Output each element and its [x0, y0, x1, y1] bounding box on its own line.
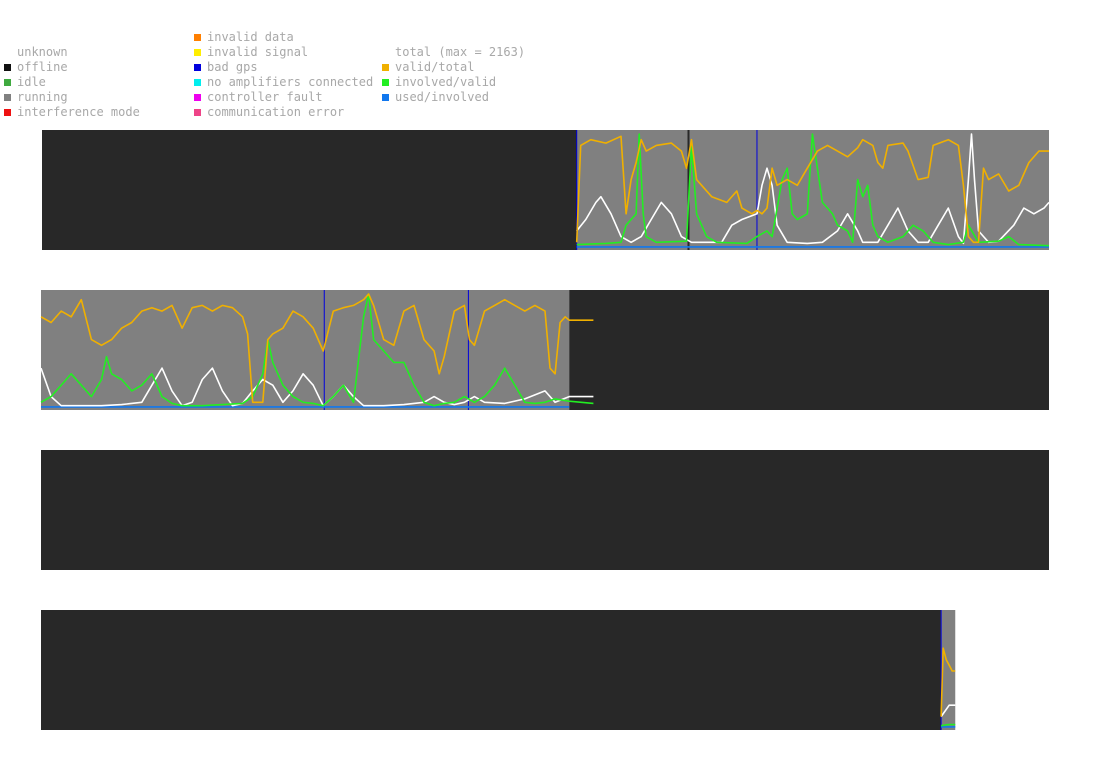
- legend-label: interference mode: [17, 105, 140, 119]
- legend-label: offline: [17, 60, 68, 74]
- state-segment-offline: [42, 130, 577, 250]
- series-line-valid-total: [40, 293, 594, 404]
- legend-swatch: [382, 94, 389, 101]
- legend-label: unknown: [17, 45, 68, 59]
- legend-label: used/involved: [395, 90, 489, 104]
- legend-swatch: [194, 94, 201, 101]
- legend-label: idle: [17, 75, 46, 89]
- legend-swatch: [194, 34, 201, 41]
- state-segment-offline: [41, 450, 1049, 570]
- chart-row: [41, 610, 956, 730]
- series-line-total: [576, 133, 1050, 245]
- legend-swatch: [194, 79, 201, 86]
- series-line-valid-total: [940, 647, 956, 717]
- series-line-involved-valid: [40, 293, 594, 407]
- chart-row: [42, 130, 1050, 250]
- series-line-total: [940, 704, 956, 718]
- legend-label: controller fault: [207, 90, 323, 104]
- legend-swatch: [382, 64, 389, 71]
- series-line-total: [40, 367, 594, 407]
- legend-label: bad gps: [207, 60, 258, 74]
- legend-label: invalid signal: [207, 45, 309, 59]
- legend-label: no amplifiers connected: [207, 75, 374, 89]
- legend-swatch: [4, 94, 11, 101]
- state-segment-running: [576, 130, 688, 250]
- series-line-valid-total: [575, 135, 1049, 244]
- legend-swatch: [194, 64, 201, 71]
- legend-swatch: [382, 79, 389, 86]
- state-segment-offline: [569, 290, 1049, 410]
- series-line-involved-valid: [576, 133, 1050, 247]
- legend-label: total (max = 2163): [395, 45, 526, 59]
- chart-row: [40, 290, 1049, 410]
- legend-swatch: [194, 49, 201, 56]
- legend-label: valid/total: [395, 60, 475, 74]
- state-segment-running: [689, 130, 1049, 250]
- legend-label: involved/valid: [395, 75, 497, 89]
- legend-swatch: [194, 109, 201, 116]
- series-line-involved-valid: [940, 723, 956, 727]
- state-segment-running: [941, 610, 956, 730]
- state-segment-running: [41, 290, 570, 410]
- legend-swatch: [4, 64, 11, 71]
- legend-label: running: [17, 90, 68, 104]
- legend-swatch: [4, 79, 11, 86]
- legend-label: communication error: [207, 105, 345, 119]
- state-segment-offline: [41, 610, 942, 730]
- legend-label: invalid data: [207, 30, 294, 44]
- chart-row: [41, 450, 1049, 570]
- legend-swatch: [4, 109, 11, 116]
